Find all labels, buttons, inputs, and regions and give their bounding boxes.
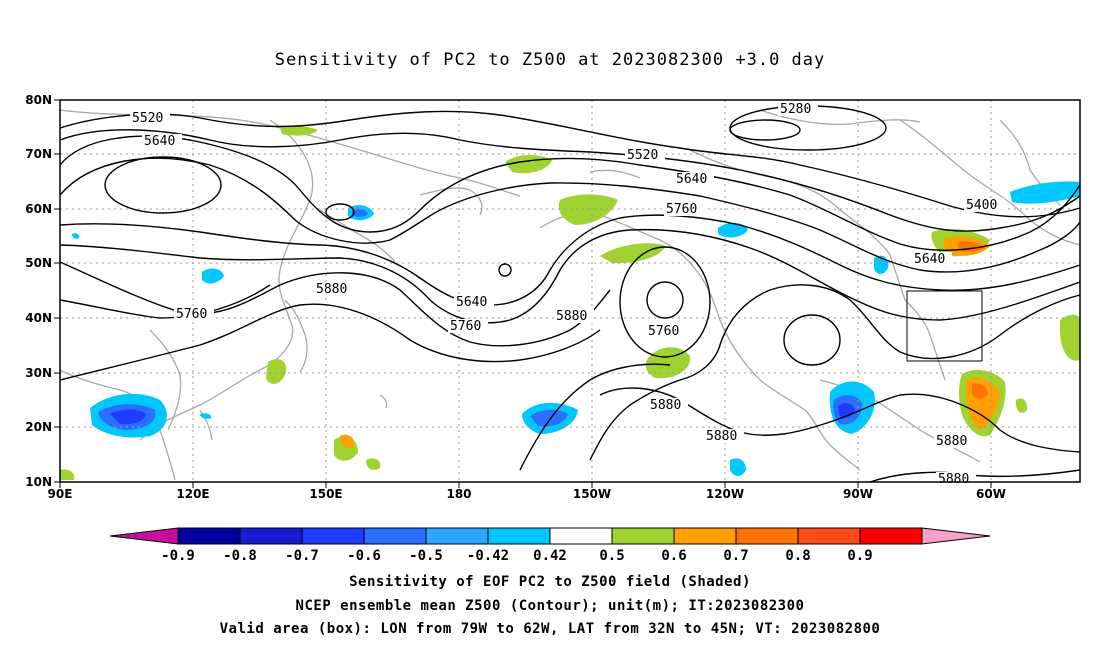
colorbar-tick-label: -0.7 (285, 548, 319, 564)
lat-label: 60N (25, 202, 52, 216)
colorbar-tick-label: -0.9 (161, 548, 195, 564)
contour-label: 5880 (936, 434, 967, 449)
lat-label: 50N (25, 256, 52, 270)
caption-line-2: NCEP ensemble mean Z500 (Contour); unit(… (295, 598, 805, 614)
contour-label: 5880 (938, 472, 969, 487)
colorbar-tick-label: -0.42 (467, 548, 509, 564)
contour-label: 5520 (132, 111, 163, 126)
colorbar-tick-label: 0.42 (533, 548, 567, 564)
longitude-labels: 90E 120E 150E 180 150W 120W 90W 60W (48, 487, 1006, 501)
shade-green (558, 194, 618, 225)
lon-label: 180 (446, 487, 471, 501)
contour-label: 5640 (914, 252, 945, 267)
shade-light-blue (730, 458, 746, 476)
shade-green (266, 359, 287, 384)
colorbar-tick-label: 0.9 (847, 548, 872, 564)
lon-label: 60W (976, 487, 1006, 501)
shade-red-orange (972, 383, 988, 399)
contour-labels: 5280 5520 5640 5520 5640 5760 5400 5640 … (130, 102, 1004, 487)
colorbar-box (611, 527, 675, 545)
caption-line-1: Sensitivity of EOF PC2 to Z500 field (Sh… (349, 574, 751, 590)
shade-green (280, 125, 318, 136)
shade-light-blue (72, 233, 80, 239)
shade-light-blue (200, 413, 212, 419)
colorbar-box (797, 527, 861, 545)
colorbar-arrow-low (109, 527, 179, 545)
contour-label: 5760 (176, 307, 207, 322)
lat-label: 70N (25, 147, 52, 161)
shade-blue (352, 208, 368, 217)
z500-contours (59, 105, 1081, 483)
colorbar-tick-label: 0.5 (599, 548, 624, 564)
contour-label: 5400 (966, 198, 997, 213)
colorbar-arrow-high (921, 527, 991, 545)
shade-green (60, 469, 75, 480)
colorbar-tick-label: 0.8 (785, 548, 810, 564)
colorbar-box (673, 527, 737, 545)
map-frame (59, 99, 1081, 483)
lon-label: 90W (843, 487, 873, 501)
contour-label: 5640 (144, 134, 175, 149)
axis-ticks (54, 99, 992, 488)
caption-line-3: Valid area (box): LON from 79W to 62W, L… (219, 621, 881, 637)
gridlines (60, 100, 1080, 482)
colorbar-box (487, 527, 551, 545)
lat-label: 10N (25, 475, 52, 489)
latitude-labels: 80N 70N 60N 50N 40N 30N 20N 10N (25, 93, 52, 489)
colorbar-box (549, 527, 613, 545)
colorbar-tick-label: -0.5 (409, 548, 443, 564)
contour-label: 5880 (706, 429, 737, 444)
lon-label: 120E (176, 487, 209, 501)
lon-label: 120W (706, 487, 744, 501)
contour-label: 5640 (676, 172, 707, 187)
contour-label: 5760 (666, 202, 697, 217)
colorbar-tick-label: 0.7 (723, 548, 748, 564)
shade-green (366, 458, 381, 470)
contour-label: 5880 (650, 398, 681, 413)
colorbar-box (301, 527, 365, 545)
colorbar-box (859, 527, 923, 545)
contour-label: 5520 (627, 148, 658, 163)
contour-label: 5880 (316, 282, 347, 297)
colorbar-box (177, 527, 241, 545)
contour-label: 5640 (456, 295, 487, 310)
contour-label: 5880 (556, 309, 587, 324)
shade-light-blue (1010, 181, 1080, 204)
shade-green (1015, 398, 1028, 413)
valid-area-box (906, 290, 983, 362)
colorbar-box (735, 527, 799, 545)
shade-blue (530, 409, 568, 427)
colorbar-tick-label: 0.6 (661, 548, 686, 564)
colorbar-box (425, 527, 489, 545)
contour-label: 5280 (780, 102, 811, 117)
colorbar-box (239, 527, 303, 545)
shade-orange (340, 434, 355, 448)
lon-label: 90E (48, 487, 73, 501)
colorbar-tick-label: -0.8 (223, 548, 257, 564)
contour-label: 5760 (648, 324, 679, 339)
sensitivity-shading (60, 125, 1080, 480)
colorbar: -0.9 -0.8 -0.7 -0.6 -0.5 -0.42 0.42 0.5 0.6 0.7 0.… (109, 527, 991, 564)
lat-label: 80N (25, 93, 52, 107)
lon-label: 150W (573, 487, 611, 501)
shade-green (1059, 314, 1080, 361)
lat-label: 40N (25, 311, 52, 325)
map-title: Sensitivity of PC2 to Z500 at 2023082300… (274, 50, 826, 70)
shade-light-blue (874, 255, 889, 274)
shade-green (600, 243, 666, 264)
lat-label: 30N (25, 366, 52, 380)
lon-label: 150E (309, 487, 342, 501)
lat-label: 20N (25, 420, 52, 434)
colorbar-box (363, 527, 427, 545)
shade-dark-blue (110, 409, 146, 425)
contour-label: 5760 (450, 319, 481, 334)
colorbar-tick-label: -0.6 (347, 548, 381, 564)
shade-light-blue (202, 268, 224, 284)
coastlines (59, 109, 1081, 481)
